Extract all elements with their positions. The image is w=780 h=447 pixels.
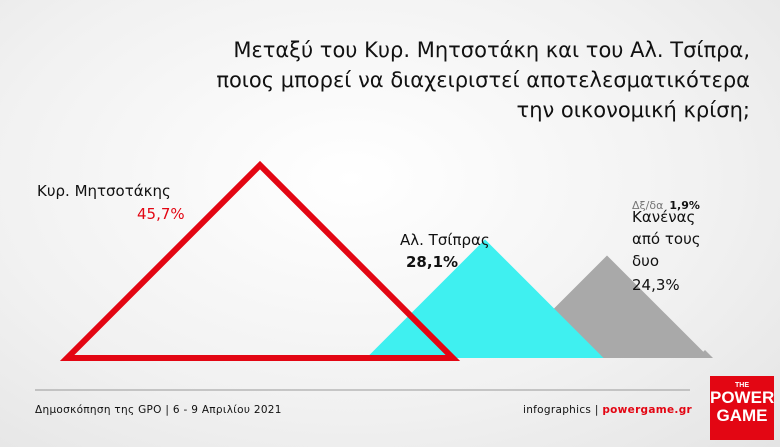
category-label: Αλ. Τσίπρας [400,231,490,249]
category-label: Κανένας από τους δυο [632,208,701,270]
label-group: Αλ. Τσίπρας 28,1% [400,229,490,273]
logo-text: POWER [710,388,775,407]
logo: THE POWER GAME [710,376,774,440]
logo-text: THE [735,382,749,389]
value-label: 45,7% [137,205,185,223]
title-line: ποιος μπορεί να διαχειριστεί αποτελεσματ… [216,68,750,92]
value-label: 24,3% [632,276,680,294]
source: Δημοσκόπηση της GPO | 6 - 9 Απριλίου 202… [35,404,282,416]
logo-text: GAME [716,406,768,425]
credit-site: powergame.gr [602,404,692,416]
label-group: Δξ/δα 1,9% [632,195,700,217]
value-label: 1,9% [669,199,700,212]
value-label: 28,1% [406,253,459,271]
category-label: Δξ/δα [632,199,664,212]
credit-label: infographics | [523,404,599,416]
triangle [59,160,461,361]
title-line: Μεταξύ του Κυρ. Μητσοτάκη και του Αλ. Τσ… [233,38,750,62]
title-line: την οικονομική κρίση; [516,98,750,122]
credit: infographics | powergame.gr [523,404,692,416]
category-label: Κυρ. Μητσοτάκης [37,182,171,200]
